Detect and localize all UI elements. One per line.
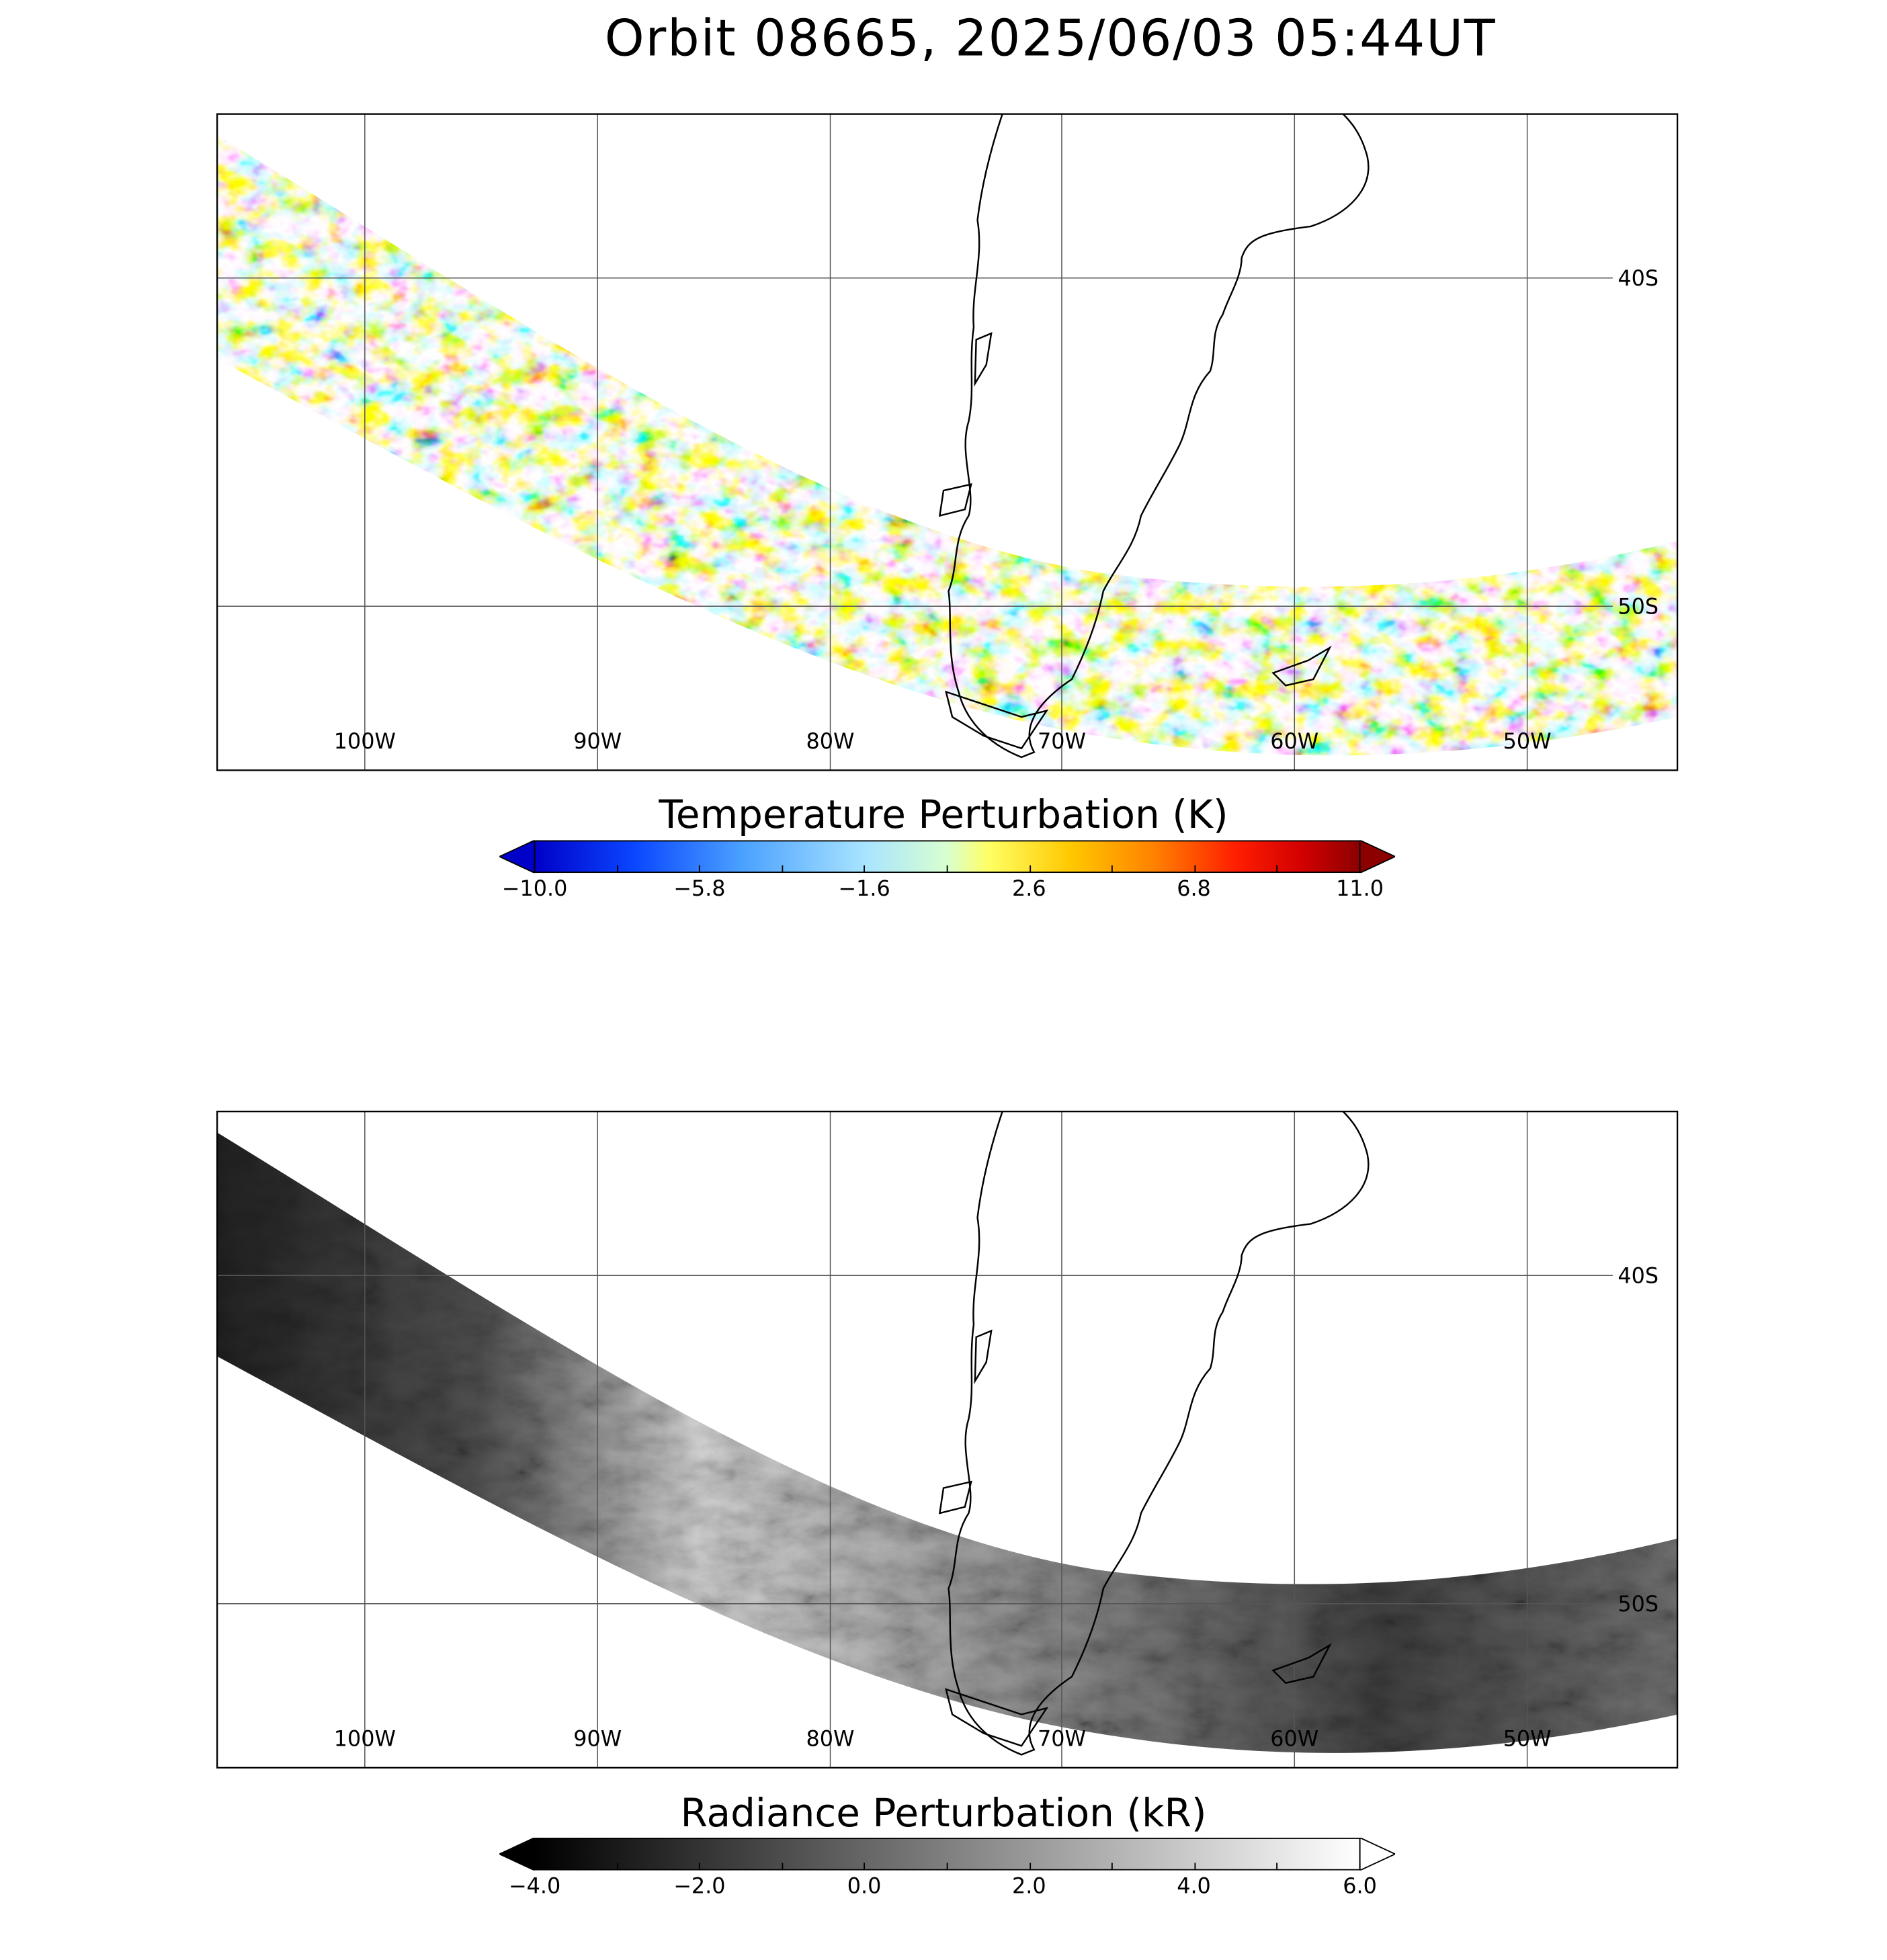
coastline bbox=[938, 113, 1370, 759]
lat-label: 40S bbox=[1618, 1263, 1659, 1288]
lat-label: 50S bbox=[1618, 594, 1659, 620]
graticule bbox=[216, 113, 1613, 771]
lat-label: 40S bbox=[1618, 265, 1659, 291]
lat-labels: 40S 50S bbox=[1618, 1263, 1659, 1617]
lon-labels: 100W 90W 80W 70W 60W 50W bbox=[334, 1725, 1552, 1751]
radiance-tick-label: 4.0 bbox=[1177, 1874, 1211, 1900]
lat-labels: 40S 50S bbox=[1618, 265, 1659, 620]
colorbar-extend-max bbox=[1359, 1837, 1396, 1871]
lon-label: 70W bbox=[1038, 728, 1086, 754]
lon-label: 50W bbox=[1503, 728, 1552, 754]
radiance-tick-label: 0.0 bbox=[847, 1874, 882, 1900]
radiance-colorbar bbox=[499, 1837, 1396, 1871]
radiance-tick-label: −4.0 bbox=[508, 1874, 561, 1900]
temperature-colorbar-title: Temperature Perturbation (K) bbox=[659, 792, 1228, 838]
temperature-colorbar bbox=[499, 840, 1396, 874]
lon-label: 80W bbox=[806, 1725, 855, 1751]
colorbar-extend-min bbox=[499, 1837, 536, 1871]
radiance-tick-label: 2.0 bbox=[1011, 1874, 1046, 1900]
temperature-map-panel: 100W 90W 80W 70W 60W 50W 40S 50S bbox=[216, 113, 1679, 771]
lon-label: 50W bbox=[1503, 1725, 1552, 1751]
lat-label: 50S bbox=[1618, 1591, 1659, 1617]
colorbar-extend-max bbox=[1359, 840, 1396, 874]
map-frame bbox=[216, 113, 1679, 771]
radiance-tick-label: −2.0 bbox=[673, 1874, 726, 1900]
lon-label: 70W bbox=[1038, 1725, 1086, 1751]
graticule bbox=[216, 1110, 1613, 1769]
page-title: Orbit 08665, 2025/06/03 05:44UT bbox=[604, 9, 1497, 69]
temperature-tick-label: 2.6 bbox=[1011, 876, 1046, 902]
coastline bbox=[938, 1110, 1370, 1756]
temperature-tick-label: 11.0 bbox=[1336, 876, 1384, 902]
lon-label: 60W bbox=[1270, 1725, 1318, 1751]
temperature-tick-label: 6.8 bbox=[1177, 876, 1211, 902]
lon-label: 100W bbox=[334, 728, 396, 754]
temperature-tick-label: −1.6 bbox=[838, 876, 890, 902]
lon-label: 60W bbox=[1270, 728, 1318, 754]
radiance-map: 100W 90W 80W 70W 60W 50W 40S 50S bbox=[216, 1110, 1679, 1769]
lon-label: 90W bbox=[573, 1725, 622, 1751]
lon-labels: 100W 90W 80W 70W 60W 50W bbox=[334, 728, 1552, 754]
temperature-map: 100W 90W 80W 70W 60W 50W 40S 50S bbox=[216, 113, 1679, 771]
lon-label: 80W bbox=[806, 728, 855, 754]
lon-label: 90W bbox=[573, 728, 622, 754]
radiance-colorbar-title: Radiance Perturbation (kR) bbox=[680, 1791, 1207, 1837]
radiance-map-panel: 100W 90W 80W 70W 60W 50W 40S 50S bbox=[216, 1110, 1679, 1769]
colorbar-extend-min bbox=[499, 840, 536, 874]
map-frame bbox=[216, 1110, 1679, 1769]
temperature-tick-label: −5.8 bbox=[673, 876, 726, 902]
lon-label: 100W bbox=[334, 1725, 396, 1751]
temperature-tick-label: −10.0 bbox=[501, 876, 568, 902]
radiance-tick-label: 6.0 bbox=[1343, 1874, 1377, 1900]
